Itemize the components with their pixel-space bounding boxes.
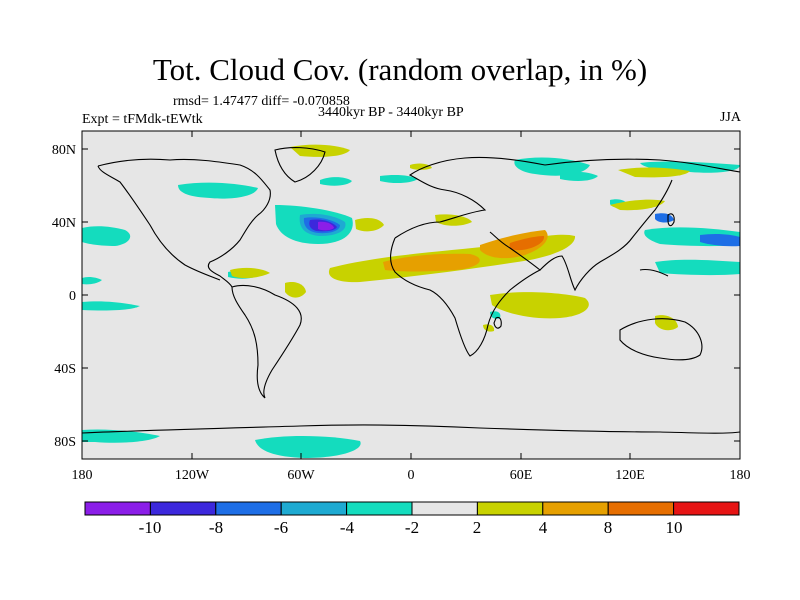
colorbar-label: -4 — [339, 518, 355, 537]
experiment-label: Expt = tFMdk-tEWtk — [82, 112, 203, 127]
colorbar-label: 4 — [538, 518, 548, 537]
lon-label: 60W — [287, 468, 315, 483]
strong-positive-anomalies — [383, 230, 548, 272]
colorbar-label: -10 — [138, 518, 162, 537]
lon-label: 60E — [510, 468, 533, 483]
lon-label: 180 — [730, 468, 751, 483]
lat-labels: 80N 40N 0 40S 80S — [52, 143, 76, 450]
colorbar-label: -6 — [273, 518, 289, 537]
colorbar-label: -2 — [404, 518, 420, 537]
colorbar-label: 2 — [472, 518, 482, 537]
axis-ticks — [81, 131, 741, 459]
colorbar — [84, 501, 740, 516]
colorbar-bin — [411, 501, 478, 516]
colorbar-bin — [280, 501, 348, 516]
rmsd-diff-stats: rmsd= 1.47477 diff= -0.070858 — [173, 94, 350, 109]
colorbar-bin — [476, 501, 544, 516]
lon-label: 120W — [175, 468, 210, 483]
colorbar-bin — [84, 501, 151, 516]
lat-label: 40S — [54, 362, 76, 377]
colorbar-bin — [346, 501, 413, 516]
colorbar-bin — [607, 501, 675, 516]
lat-label: 80N — [52, 143, 76, 158]
lat-label: 40N — [52, 216, 76, 231]
lon-labels: 180 120W 60W 0 60E 120E 180 — [72, 468, 751, 483]
map-title: Tot. Cloud Cov. (random overlap, in %) — [152, 52, 648, 87]
colorbar-label: 10 — [665, 518, 683, 537]
colorbar-bin — [542, 501, 609, 516]
colorbar-bin — [215, 501, 282, 516]
lat-label: 80S — [54, 435, 76, 450]
coastlines — [81, 147, 741, 434]
colorbar-bin — [673, 501, 740, 516]
colorbar-bin — [149, 501, 217, 516]
lon-label: 0 — [408, 468, 415, 483]
season-label: JJA — [719, 110, 741, 125]
time-period: 3440kyr BP - 3440kyr BP — [318, 105, 464, 120]
lon-label: 120E — [615, 468, 645, 483]
colorbar-label: -8 — [208, 518, 224, 537]
lon-label: 180 — [72, 468, 93, 483]
lat-label: 0 — [69, 289, 76, 304]
strong-negative-anomalies — [299, 213, 740, 247]
colorbar-label: 8 — [603, 518, 613, 537]
